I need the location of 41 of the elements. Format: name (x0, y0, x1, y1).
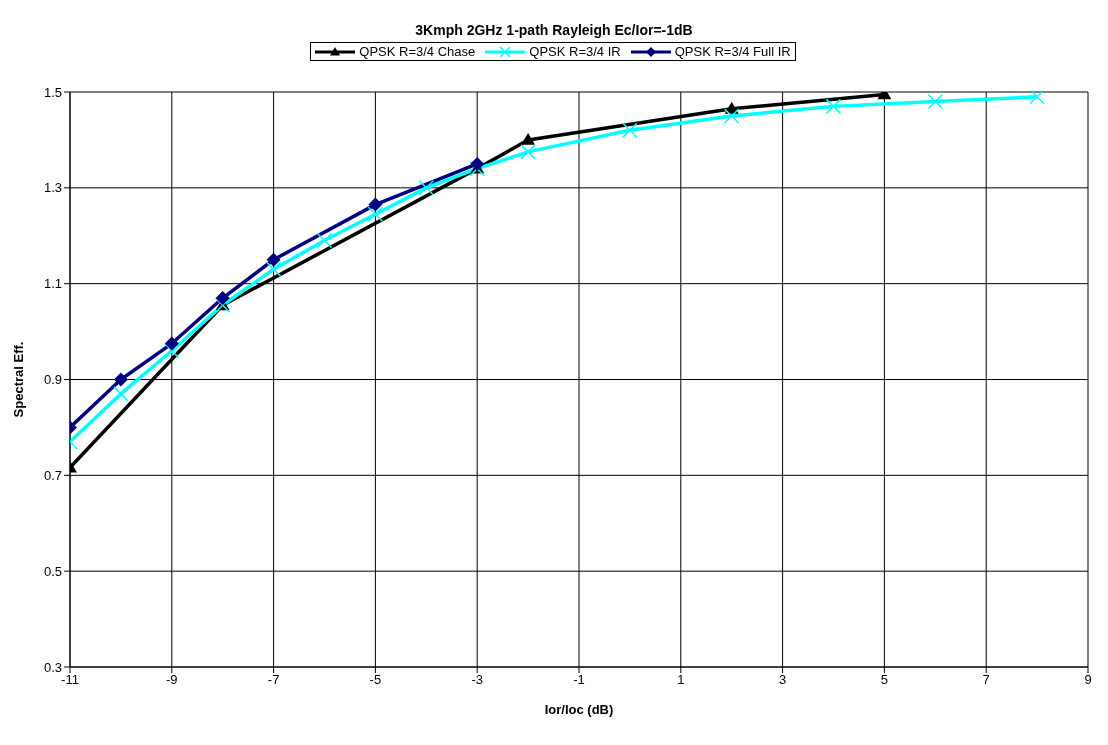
x-tick-label: 1 (677, 672, 685, 688)
point (723, 108, 740, 124)
point (266, 252, 281, 267)
point (367, 206, 384, 222)
legend-label: QPSK R=3/4 IR (529, 44, 621, 59)
y-tick-label: 0.9 (43, 372, 62, 388)
point (418, 180, 435, 196)
x-tick-label: 3 (778, 672, 787, 688)
y-tick-label: 0.5 (43, 563, 62, 579)
point (520, 144, 536, 160)
point (825, 98, 842, 115)
x-axis-title: Ior/Ioc (dB) (544, 702, 614, 717)
x-tick-label: -7 (267, 672, 280, 688)
point (927, 93, 944, 110)
y-tick-label: 0.3 (43, 659, 62, 675)
legend-label: QPSK R=3/4 Full IR (674, 44, 791, 59)
y-tick-label: 0.7 (43, 467, 62, 483)
x-tick-label: 9 (1084, 672, 1092, 688)
point (316, 232, 333, 249)
point (622, 122, 638, 139)
y-tick-label: 1.5 (43, 84, 62, 100)
x-tick-label: -11 (61, 672, 79, 688)
y-tick-label: 1.3 (43, 180, 62, 196)
x-tick-label: 7 (982, 672, 990, 688)
x-tick-label: 5 (880, 672, 889, 688)
point (521, 132, 536, 145)
y-tick-label: 1.1 (43, 276, 62, 292)
point (368, 197, 383, 212)
chart-title: 3Kmph 2GHz 1-path Rayleigh Ec/Ior=-1dB (414, 22, 694, 40)
point (113, 372, 128, 387)
x-tick-label: -5 (369, 672, 382, 688)
point (265, 261, 282, 278)
point (470, 156, 485, 171)
y-axis-title: Spectral Eff. (10, 341, 26, 418)
x-tick-label: -9 (166, 672, 178, 688)
point (164, 336, 179, 351)
x-tick-label: -3 (471, 672, 483, 688)
point (215, 291, 230, 306)
legend-label: QPSK R=3/4 Chase (359, 44, 476, 59)
x-tick-label: -1 (573, 672, 585, 688)
point (1029, 92, 1045, 105)
